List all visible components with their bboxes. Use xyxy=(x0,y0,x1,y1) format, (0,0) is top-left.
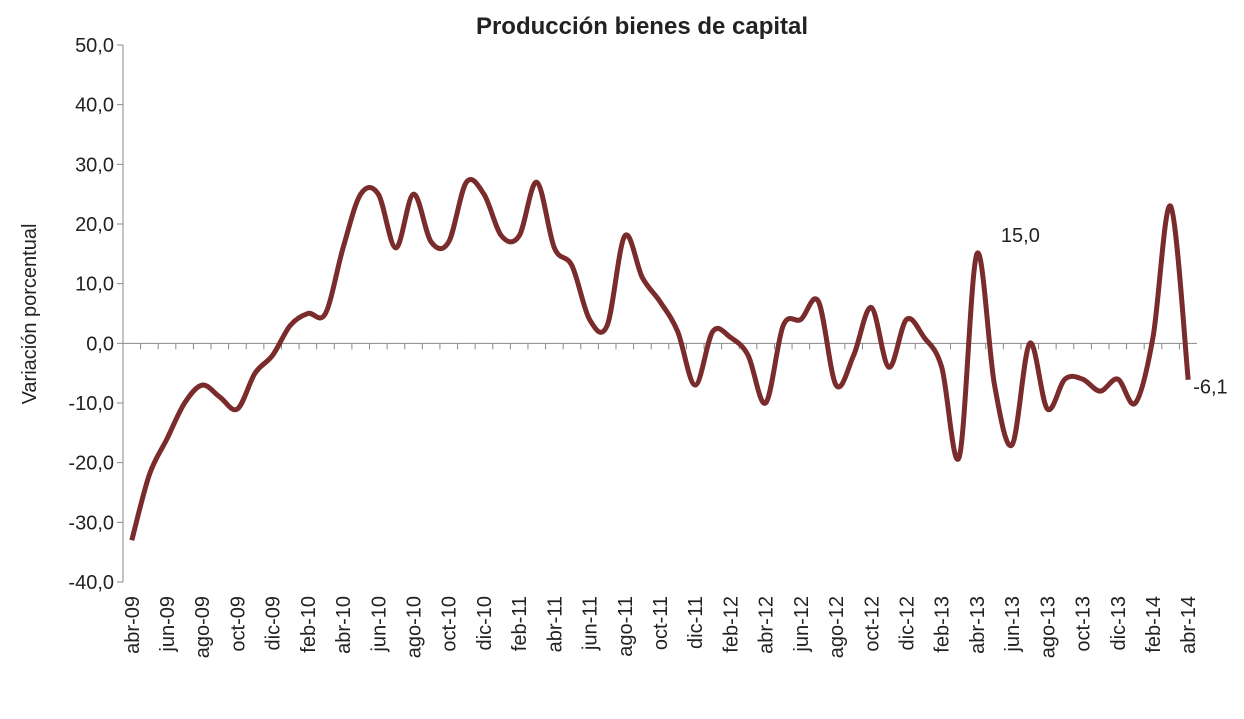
x-tick-label: feb-12 xyxy=(720,596,742,653)
x-tick-label: abr-14 xyxy=(1178,596,1200,654)
y-tick-label: -30,0 xyxy=(68,512,114,534)
x-tick-label: abr-11 xyxy=(544,596,566,652)
x-tick-label: jun-10 xyxy=(368,596,390,653)
y-tick-label: 0,0 xyxy=(86,333,114,355)
x-tick-label: jun-12 xyxy=(791,596,813,653)
y-tick-label: 10,0 xyxy=(75,274,114,296)
x-tick-label: oct-09 xyxy=(227,596,249,652)
y-tick-label: -20,0 xyxy=(68,453,114,475)
x-tick-label: abr-13 xyxy=(967,596,989,654)
x-tick-label: dic-09 xyxy=(263,596,285,650)
x-tick-label: feb-14 xyxy=(1143,596,1165,653)
chart-title: Producción bienes de capital xyxy=(476,13,808,40)
y-tick-label: 40,0 xyxy=(75,95,114,117)
x-tick-label: oct-13 xyxy=(1073,596,1095,652)
x-tick-label: dic-12 xyxy=(896,596,918,650)
y-tick-label: -40,0 xyxy=(68,572,114,594)
data-label: -6,1 xyxy=(1193,377,1227,399)
x-tick-label: ago-09 xyxy=(192,596,214,658)
y-tick-label: 30,0 xyxy=(75,154,114,176)
data-label: 15,0 xyxy=(1001,225,1040,247)
x-tick-label: feb-10 xyxy=(298,596,320,653)
x-tick-label: ago-11 xyxy=(615,596,637,657)
x-tick-label: jun-09 xyxy=(157,596,179,653)
x-tick-label: dic-11 xyxy=(685,596,707,649)
x-tick-label: oct-11 xyxy=(650,596,672,650)
y-tick-label: 20,0 xyxy=(75,214,114,236)
x-tick-label: dic-10 xyxy=(474,596,496,650)
x-tick-label: ago-13 xyxy=(1037,596,1059,658)
x-tick-label: ago-10 xyxy=(404,596,426,658)
x-tick-label: jun-13 xyxy=(1002,596,1024,653)
x-tick-label: feb-13 xyxy=(932,596,954,653)
y-axis-title: Variación porcentual xyxy=(19,224,41,405)
x-tick-label: jun-11 xyxy=(580,596,602,651)
line xyxy=(129,177,1191,541)
x-tick-label: abr-09 xyxy=(122,596,144,654)
x-tick-label: feb-11 xyxy=(509,596,531,651)
x-tick-label: dic-13 xyxy=(1108,596,1130,650)
x-tick-label: abr-12 xyxy=(756,596,778,654)
y-tick-label: -10,0 xyxy=(68,393,114,415)
x-tick-label: oct-10 xyxy=(439,596,461,652)
x-tick-label: ago-12 xyxy=(826,596,848,658)
y-tick-label: 50,0 xyxy=(75,35,114,57)
x-tick-label: abr-10 xyxy=(333,596,355,654)
x-tick-label: oct-12 xyxy=(861,596,883,652)
